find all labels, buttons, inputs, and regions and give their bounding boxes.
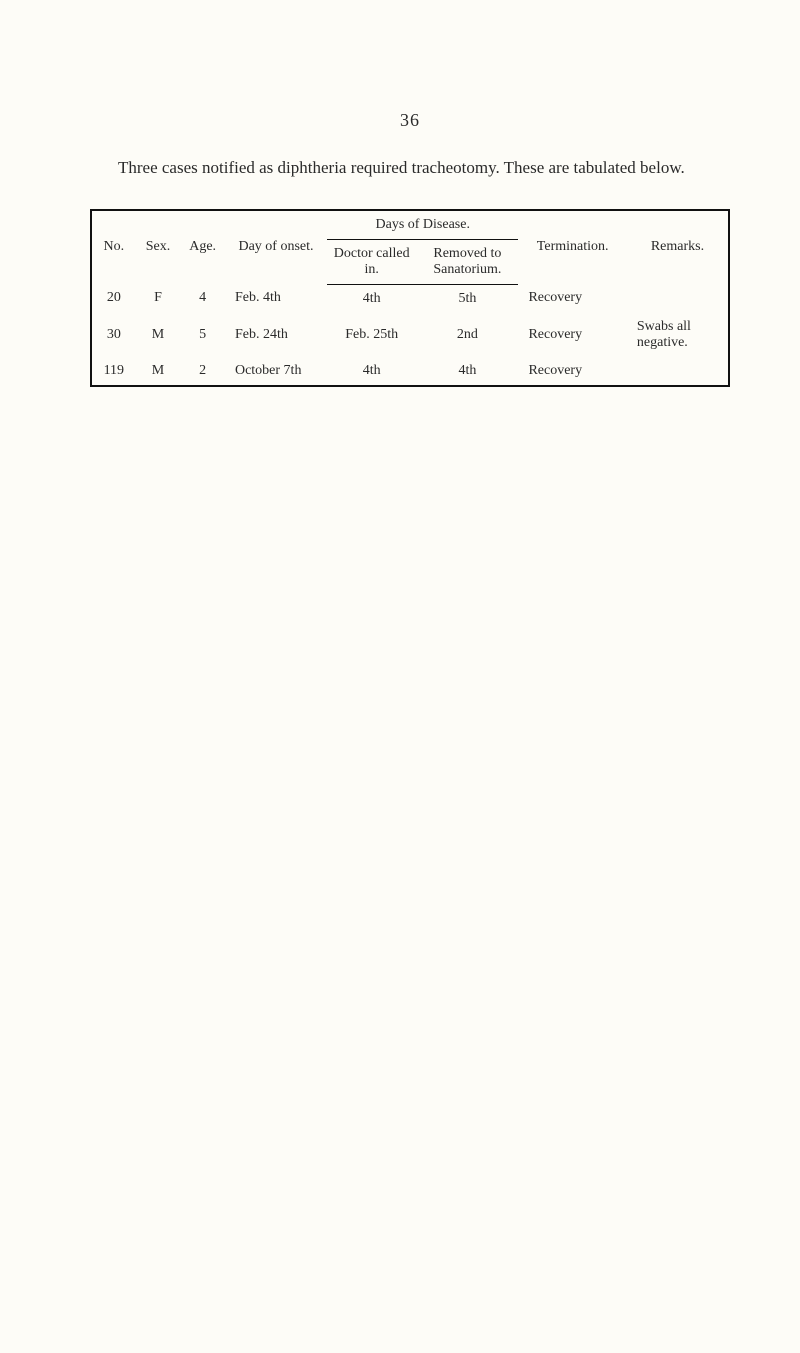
cell-remarks: Swabs all negative.: [627, 313, 729, 357]
cell-sex: M: [136, 357, 181, 386]
cell-age: 5: [180, 313, 225, 357]
intro-paragraph: Three cases notified as diphtheria requi…: [90, 155, 730, 181]
cell-removed-to-sanatorium: 5th: [416, 284, 518, 313]
col-header-sex: Sex.: [136, 210, 181, 285]
cell-day-of-onset: Feb. 4th: [225, 284, 327, 313]
cell-removed-to-sanatorium: 2nd: [416, 313, 518, 357]
cell-no: 30: [91, 313, 136, 357]
col-header-removed-to-sanatorium: Removed to Sanatorium.: [416, 239, 518, 284]
cell-age: 4: [180, 284, 225, 313]
cell-remarks: [627, 284, 729, 313]
cell-sex: M: [136, 313, 181, 357]
col-header-age: Age.: [180, 210, 225, 285]
cell-doctor-called-in: Feb. 25th: [327, 313, 416, 357]
col-header-no: No.: [91, 210, 136, 285]
cell-sex: F: [136, 284, 181, 313]
cell-termination: Recovery: [518, 313, 626, 357]
col-header-remarks: Remarks.: [627, 210, 729, 285]
col-header-termination: Termination.: [518, 210, 626, 285]
page-number: 36: [90, 110, 730, 131]
cell-termination: Recovery: [518, 284, 626, 313]
cell-termination: Recovery: [518, 357, 626, 386]
table-row: 30 M 5 Feb. 24th Feb. 25th 2nd Recovery …: [91, 313, 729, 357]
col-header-doctor-called-in: Doctor called in.: [327, 239, 416, 284]
cases-table: No. Sex. Age. Day of onset. Days of Dise…: [90, 209, 730, 387]
cell-day-of-onset: October 7th: [225, 357, 327, 386]
cell-no: 20: [91, 284, 136, 313]
cell-remarks: [627, 357, 729, 386]
cell-age: 2: [180, 357, 225, 386]
cell-doctor-called-in: 4th: [327, 284, 416, 313]
table-row: 20 F 4 Feb. 4th 4th 5th Recovery: [91, 284, 729, 313]
document-page: 36 Three cases notified as diphtheria re…: [0, 0, 800, 1353]
cell-day-of-onset: Feb. 24th: [225, 313, 327, 357]
col-header-days-of-disease: Days of Disease.: [327, 210, 518, 240]
cell-doctor-called-in: 4th: [327, 357, 416, 386]
table-row: 119 M 2 October 7th 4th 4th Recovery: [91, 357, 729, 386]
col-header-day-of-onset: Day of onset.: [225, 210, 327, 285]
cell-removed-to-sanatorium: 4th: [416, 357, 518, 386]
cell-no: 119: [91, 357, 136, 386]
